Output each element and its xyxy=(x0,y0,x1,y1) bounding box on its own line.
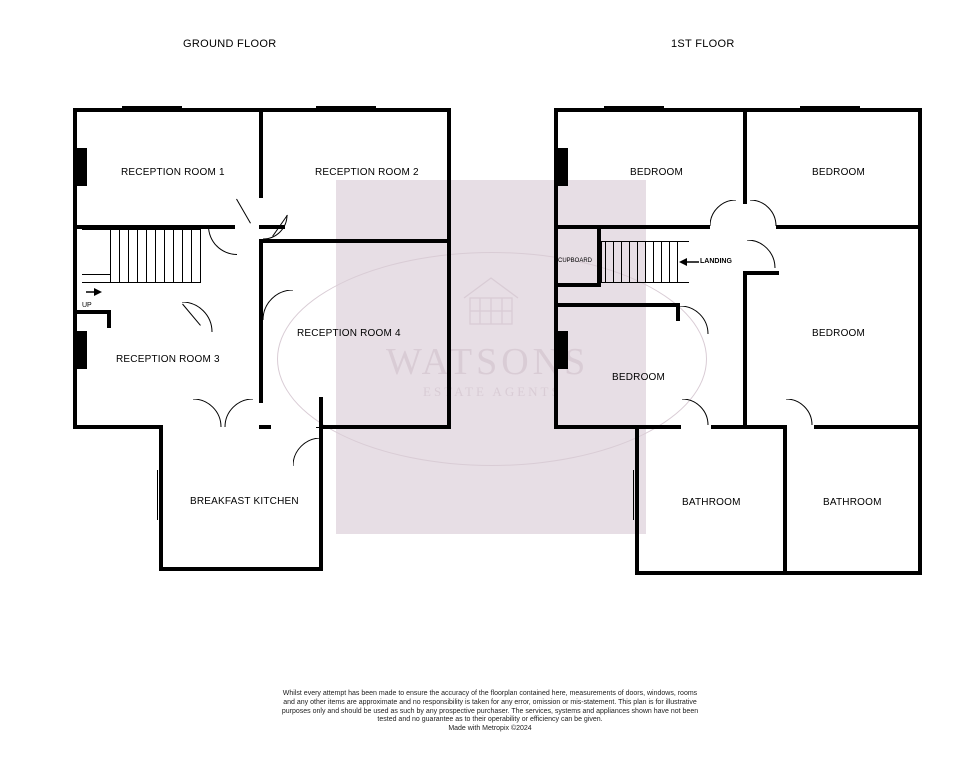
g-win-3 xyxy=(316,427,366,428)
title-ground: GROUND FLOOR xyxy=(183,38,276,50)
label-reception2: RECEPTION ROOM 2 xyxy=(315,167,419,178)
disclaimer-body: Whilst every attempt has been made to en… xyxy=(282,690,698,723)
g-kit-left xyxy=(159,425,163,571)
label-bath-r: BATHROOM xyxy=(823,497,882,508)
g-recess-1 xyxy=(73,148,87,186)
f-door-bed-mr xyxy=(747,240,779,272)
f-bath-top2 xyxy=(711,425,783,429)
f-bath-split xyxy=(783,425,787,575)
g-win-1 xyxy=(122,106,182,108)
f-door-bed-tl xyxy=(710,200,744,230)
g-up-arrow-icon xyxy=(86,286,104,298)
f-recess-1 xyxy=(554,148,568,186)
g-wall-rec3top xyxy=(73,310,111,314)
f-win-4 xyxy=(920,314,921,364)
f-wall-ll xyxy=(554,303,680,307)
g-kit-join xyxy=(259,425,271,429)
g-door-rec1-leaf xyxy=(236,199,251,224)
f-bath-top xyxy=(635,425,681,429)
f-win-1 xyxy=(604,106,664,108)
f-wall-mid-top xyxy=(743,108,747,204)
f-landing-arrow-icon xyxy=(679,256,699,268)
f-cup-bot xyxy=(554,283,601,287)
label-bath-l: BATHROOM xyxy=(682,497,741,508)
label-bed-ml: BEDROOM xyxy=(612,372,665,383)
f-stairs xyxy=(605,241,689,283)
f-door-bed-ml xyxy=(680,306,712,338)
f-wall-top xyxy=(554,108,922,112)
g-win-7 xyxy=(157,470,158,520)
f-door-bath-l xyxy=(682,399,712,427)
g-door-rec3-arc xyxy=(182,302,222,336)
f-recess-2 xyxy=(554,331,568,369)
g-win-6 xyxy=(88,427,138,428)
f-wall-mid-low xyxy=(743,271,747,429)
label-cupboard: CUPBOARD xyxy=(558,258,592,264)
f-win-5 xyxy=(920,476,921,526)
label-reception4: RECEPTION ROOM 4 xyxy=(297,328,401,339)
g-win-8 xyxy=(204,569,264,570)
disclaimer-credit: Made with Metropix ©2024 xyxy=(448,725,531,732)
title-first: 1ST FLOOR xyxy=(671,38,735,50)
g-door-kitr-arc xyxy=(293,438,323,472)
label-kitchen: BREAKFAST KITCHEN xyxy=(190,496,299,507)
f-bath-top3 xyxy=(814,425,922,429)
g-door-rec1 xyxy=(208,197,266,255)
label-landing: LANDING xyxy=(700,258,732,265)
f-win-6 xyxy=(570,427,620,428)
f-win-7 xyxy=(680,573,736,574)
f-win-2 xyxy=(800,106,860,108)
f-door-bed-tr xyxy=(746,200,780,230)
f-bath-left xyxy=(635,425,639,575)
f-stairs-l xyxy=(601,241,602,283)
g-wall-right xyxy=(447,108,451,429)
g-win-5 xyxy=(449,314,450,364)
g-kit-right xyxy=(319,397,323,571)
f-door-bath-r xyxy=(786,399,816,427)
g-door-rec2-arc xyxy=(263,215,305,245)
g-wall-mid-top xyxy=(259,108,263,198)
g-wall-rec3stub xyxy=(107,310,111,328)
g-recess-2 xyxy=(73,331,87,369)
f-win-8 xyxy=(824,573,880,574)
f-wall-hl xyxy=(554,225,710,229)
f-wall-hr xyxy=(776,225,922,229)
disclaimer-text: Whilst every attempt has been made to en… xyxy=(280,690,700,734)
label-bed-tr: BEDROOM xyxy=(812,167,865,178)
g-stairs-right xyxy=(200,229,201,283)
g-door-rec4-arc xyxy=(263,290,297,324)
label-up: UP xyxy=(82,302,92,309)
label-reception1: RECEPTION ROOM 1 xyxy=(121,167,225,178)
label-bed-tl: BEDROOM xyxy=(630,167,683,178)
g-door-kit-arc xyxy=(193,399,255,429)
f-win-9 xyxy=(633,470,634,520)
g-win-2 xyxy=(316,106,376,108)
label-reception3: RECEPTION ROOM 3 xyxy=(116,354,220,365)
g-stairs-mid xyxy=(82,274,110,275)
g-stairs xyxy=(110,229,200,283)
f-win-3 xyxy=(920,158,921,208)
label-bed-mr: BEDROOM xyxy=(812,328,865,339)
floorplan-page: WATSONS ESTATE AGENTS GROUND FLOOR 1ST F… xyxy=(0,0,980,763)
g-win-4 xyxy=(449,158,450,208)
